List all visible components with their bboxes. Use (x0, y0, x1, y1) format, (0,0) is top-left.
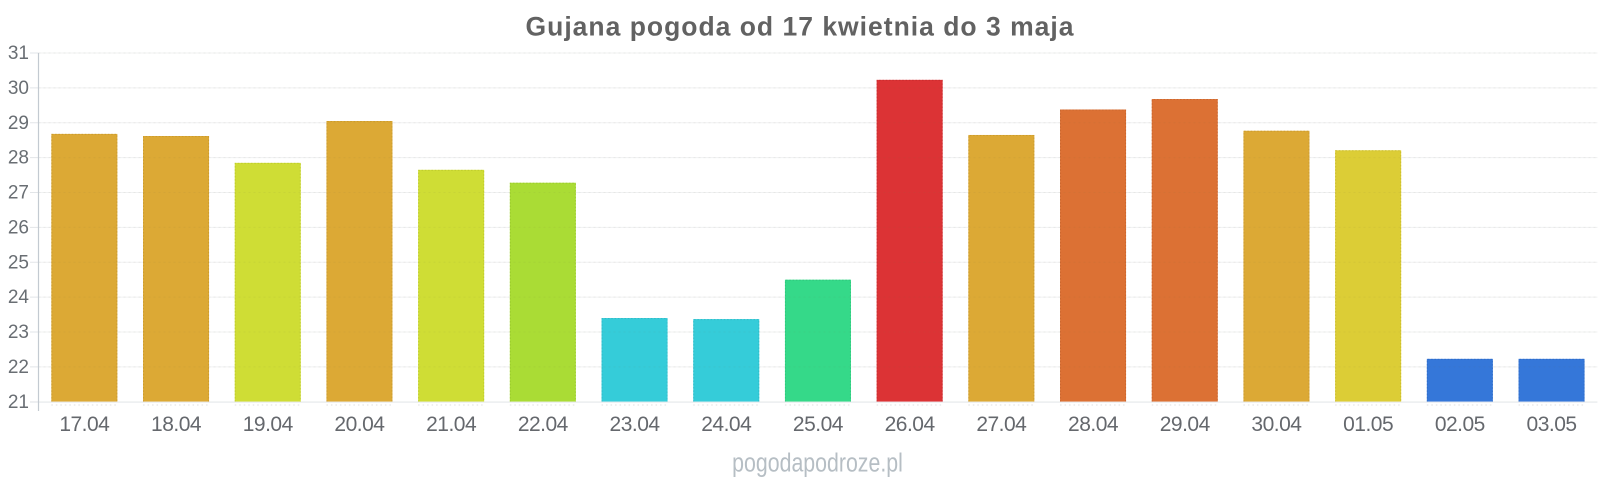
svg-text:22: 22 (8, 357, 29, 378)
svg-text:27.04: 27.04 (976, 413, 1027, 436)
svg-text:Gujana pogoda od 17 kwietnia d: Gujana pogoda od 17 kwietnia do 3 maja (526, 12, 1075, 42)
svg-text:31: 31 (8, 43, 29, 64)
svg-text:25.04: 25.04 (793, 413, 844, 436)
svg-text:01.05: 01.05 (1343, 413, 1393, 436)
svg-text:29.04: 29.04 (1160, 413, 1211, 436)
svg-text:22.04: 22.04 (518, 413, 569, 436)
svg-text:18.04: 18.04 (151, 413, 202, 436)
svg-text:25: 25 (8, 252, 29, 273)
svg-text:23.04: 23.04 (610, 413, 661, 436)
svg-text:30.04: 30.04 (1251, 413, 1302, 436)
svg-text:28.04: 28.04 (1068, 413, 1119, 436)
svg-text:21.04: 21.04 (426, 413, 477, 436)
svg-text:03.05: 03.05 (1527, 413, 1577, 436)
svg-text:pogodapodroze.pl: pogodapodroze.pl (732, 449, 903, 479)
svg-text:26: 26 (8, 217, 29, 238)
svg-text:20.04: 20.04 (334, 413, 385, 436)
svg-text:29: 29 (8, 113, 29, 134)
svg-text:23: 23 (8, 322, 29, 343)
svg-text:17.04: 17.04 (59, 413, 110, 436)
svg-text:24.04: 24.04 (701, 413, 752, 436)
svg-text:26.04: 26.04 (885, 413, 936, 436)
svg-text:27: 27 (8, 183, 29, 204)
svg-text:28: 28 (8, 148, 29, 169)
svg-text:19.04: 19.04 (243, 413, 294, 436)
svg-text:24: 24 (8, 287, 30, 308)
svg-text:21: 21 (8, 392, 29, 413)
svg-text:30: 30 (8, 78, 29, 99)
svg-text:02.05: 02.05 (1435, 413, 1485, 436)
